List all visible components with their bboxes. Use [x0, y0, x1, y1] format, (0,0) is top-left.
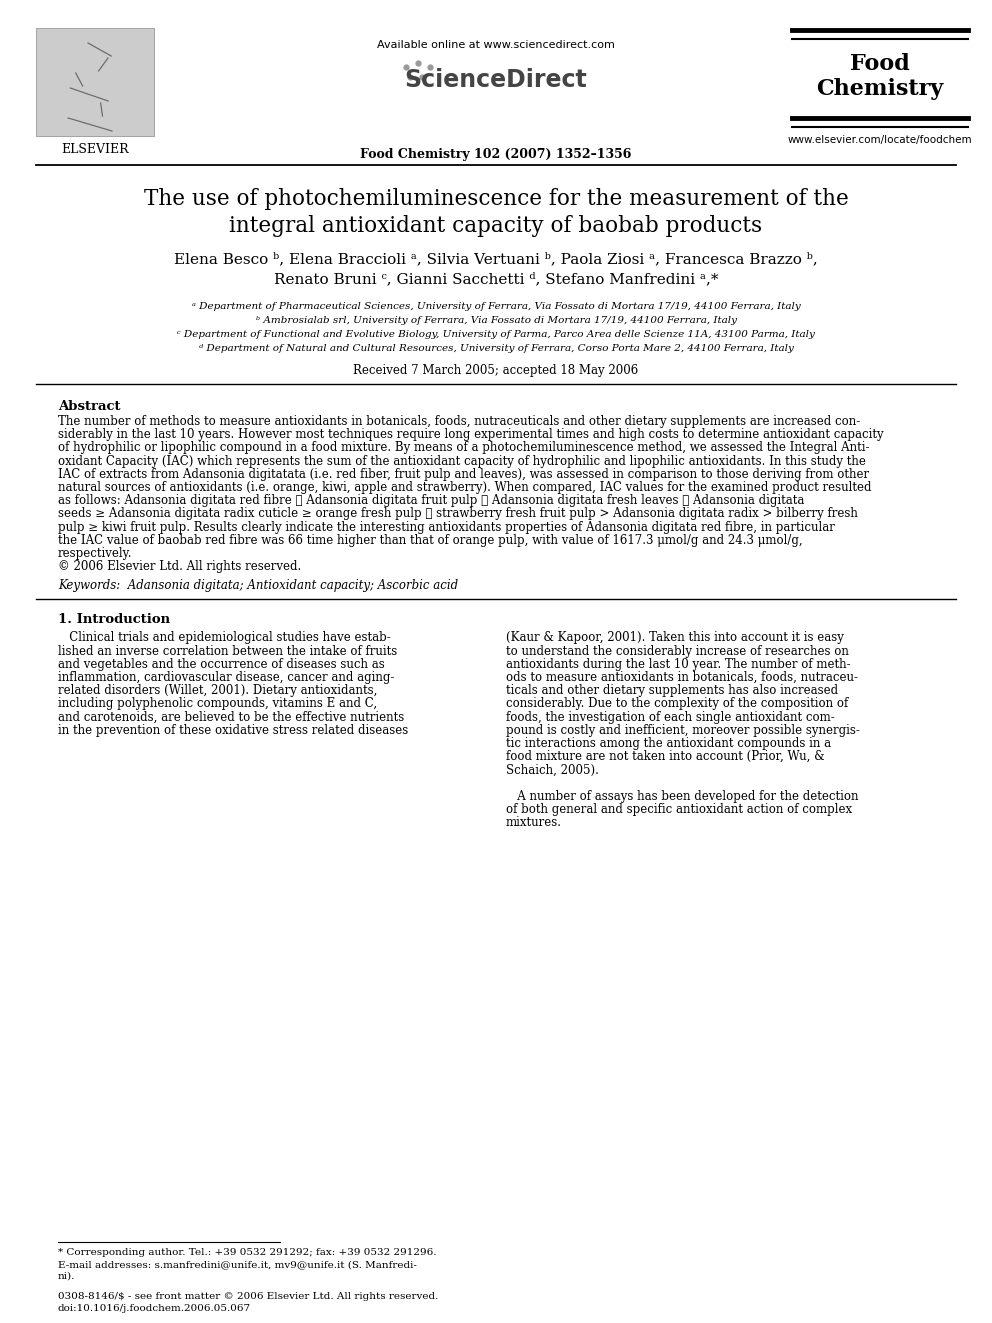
Text: The number of methods to measure antioxidants in botanicals, foods, nutraceutica: The number of methods to measure antioxi… [58, 415, 860, 429]
Text: and carotenoids, are believed to be the effective nutrients: and carotenoids, are believed to be the … [58, 710, 405, 724]
Text: Received 7 March 2005; accepted 18 May 2006: Received 7 March 2005; accepted 18 May 2… [353, 364, 639, 377]
Text: pound is costly and inefficient, moreover possible synergis-: pound is costly and inefficient, moreove… [506, 724, 860, 737]
Text: Food: Food [850, 53, 910, 75]
Text: (Kaur & Kapoor, 2001). Taken this into account it is easy: (Kaur & Kapoor, 2001). Taken this into a… [506, 631, 844, 644]
Text: 0308-8146/$ - see front matter © 2006 Elsevier Ltd. All rights reserved.: 0308-8146/$ - see front matter © 2006 El… [58, 1293, 438, 1301]
Text: 1. Introduction: 1. Introduction [58, 614, 170, 626]
Text: Renato Bruni ᶜ, Gianni Sacchetti ᵈ, Stefano Manfredini ᵃ,*: Renato Bruni ᶜ, Gianni Sacchetti ᵈ, Stef… [274, 273, 718, 286]
Text: food mixture are not taken into account (Prior, Wu, &: food mixture are not taken into account … [506, 750, 824, 763]
Text: Available online at www.sciencedirect.com: Available online at www.sciencedirect.co… [377, 40, 615, 50]
Text: Food Chemistry 102 (2007) 1352–1356: Food Chemistry 102 (2007) 1352–1356 [360, 148, 632, 161]
Text: of hydrophilic or lipophilic compound in a food mixture. By means of a photochem: of hydrophilic or lipophilic compound in… [58, 442, 870, 454]
Text: ᵃ Department of Pharmaceutical Sciences, University of Ferrara, Via Fossato di M: ᵃ Department of Pharmaceutical Sciences,… [191, 302, 801, 311]
Text: Chemistry: Chemistry [816, 78, 943, 101]
Text: natural sources of antioxidants (i.e. orange, kiwi, apple and strawberry). When : natural sources of antioxidants (i.e. or… [58, 482, 872, 493]
Text: doi:10.1016/j.foodchem.2006.05.067: doi:10.1016/j.foodchem.2006.05.067 [58, 1304, 251, 1312]
Text: ᵈ Department of Natural and Cultural Resources, University of Ferrara, Corso Por: ᵈ Department of Natural and Cultural Res… [198, 344, 794, 353]
Bar [36, 28, 154, 136]
Text: oxidant Capacity (IAC) which represents the sum of the antioxidant capacity of h: oxidant Capacity (IAC) which represents … [58, 455, 866, 467]
Text: of both general and specific antioxidant action of complex: of both general and specific antioxidant… [506, 803, 852, 816]
Text: as follows: Adansonia digitata red fibre ≫ Adansonia digitata fruit pulp ≫ Adans: as follows: Adansonia digitata red fibre… [58, 495, 805, 507]
Text: ni).: ni). [58, 1271, 75, 1281]
Text: considerably. Due to the complexity of the composition of: considerably. Due to the complexity of t… [506, 697, 848, 710]
Text: antioxidants during the last 10 year. The number of meth-: antioxidants during the last 10 year. Th… [506, 658, 850, 671]
Text: Clinical trials and epidemiological studies have estab-: Clinical trials and epidemiological stud… [58, 631, 391, 644]
Text: including polyphenolic compounds, vitamins E and C,: including polyphenolic compounds, vitami… [58, 697, 377, 710]
Text: Schaich, 2005).: Schaich, 2005). [506, 763, 599, 777]
Text: The use of photochemiluminescence for the measurement of the: The use of photochemiluminescence for th… [144, 188, 848, 210]
Text: ELSEVIER: ELSEVIER [62, 143, 129, 156]
Text: www.elsevier.com/locate/foodchem: www.elsevier.com/locate/foodchem [788, 135, 972, 146]
Text: mixtures.: mixtures. [506, 816, 562, 830]
Text: integral antioxidant capacity of baobab products: integral antioxidant capacity of baobab … [229, 216, 763, 237]
Text: foods, the investigation of each single antioxidant com-: foods, the investigation of each single … [506, 710, 834, 724]
Text: siderably in the last 10 years. However most techniques require long experimenta: siderably in the last 10 years. However … [58, 429, 884, 441]
Text: ᶜ Department of Functional and Evolutive Biology, University of Parma, Parco Are: ᶜ Department of Functional and Evolutive… [177, 329, 815, 339]
Text: A number of assays has been developed for the detection: A number of assays has been developed fo… [506, 790, 858, 803]
Text: pulp ≥ kiwi fruit pulp. Results clearly indicate the interesting antioxidants pr: pulp ≥ kiwi fruit pulp. Results clearly … [58, 520, 835, 533]
Text: related disorders (Willet, 2001). Dietary antioxidants,: related disorders (Willet, 2001). Dietar… [58, 684, 377, 697]
Text: © 2006 Elsevier Ltd. All rights reserved.: © 2006 Elsevier Ltd. All rights reserved… [58, 560, 302, 573]
Text: lished an inverse correlation between the intake of fruits: lished an inverse correlation between th… [58, 644, 397, 658]
Text: seeds ≥ Adansonia digitata radix cuticle ≥ orange fresh pulp ≫ strawberry fresh : seeds ≥ Adansonia digitata radix cuticle… [58, 508, 858, 520]
Text: IAC of extracts from Adansonia digitatata (i.e. red fiber, fruit pulp and leaves: IAC of extracts from Adansonia digitatat… [58, 468, 869, 480]
Text: E-mail addresses: s.manfredini@unife.it, mv9@unife.it (S. Manfredi-: E-mail addresses: s.manfredini@unife.it,… [58, 1259, 417, 1269]
Text: to understand the considerably increase of researches on: to understand the considerably increase … [506, 644, 849, 658]
Text: ScienceDirect: ScienceDirect [405, 67, 587, 93]
Text: Abstract: Abstract [58, 400, 120, 413]
Text: ods to measure antioxidants in botanicals, foods, nutraceu-: ods to measure antioxidants in botanical… [506, 671, 858, 684]
Text: ticals and other dietary supplements has also increased: ticals and other dietary supplements has… [506, 684, 838, 697]
Text: and vegetables and the occurrence of diseases such as: and vegetables and the occurrence of dis… [58, 658, 385, 671]
Text: * Corresponding author. Tel.: +39 0532 291292; fax: +39 0532 291296.: * Corresponding author. Tel.: +39 0532 2… [58, 1248, 436, 1257]
Text: inflammation, cardiovascular disease, cancer and aging-: inflammation, cardiovascular disease, ca… [58, 671, 395, 684]
Text: the IAC value of baobab red fibre was 66 time higher than that of orange pulp, w: the IAC value of baobab red fibre was 66… [58, 533, 803, 546]
Text: in the prevention of these oxidative stress related diseases: in the prevention of these oxidative str… [58, 724, 409, 737]
Text: Keywords:  Adansonia digitata; Antioxidant capacity; Ascorbic acid: Keywords: Adansonia digitata; Antioxidan… [58, 579, 458, 593]
Text: Elena Besco ᵇ, Elena Braccioli ᵃ, Silvia Vertuani ᵇ, Paola Ziosi ᵃ, Francesca Br: Elena Besco ᵇ, Elena Braccioli ᵃ, Silvia… [175, 251, 817, 266]
Text: ᵇ Ambrosialab srl, University of Ferrara, Via Fossato di Mortara 17/19, 44100 Fe: ᵇ Ambrosialab srl, University of Ferrara… [256, 316, 736, 325]
Text: respectively.: respectively. [58, 546, 133, 560]
Text: tic interactions among the antioxidant compounds in a: tic interactions among the antioxidant c… [506, 737, 831, 750]
